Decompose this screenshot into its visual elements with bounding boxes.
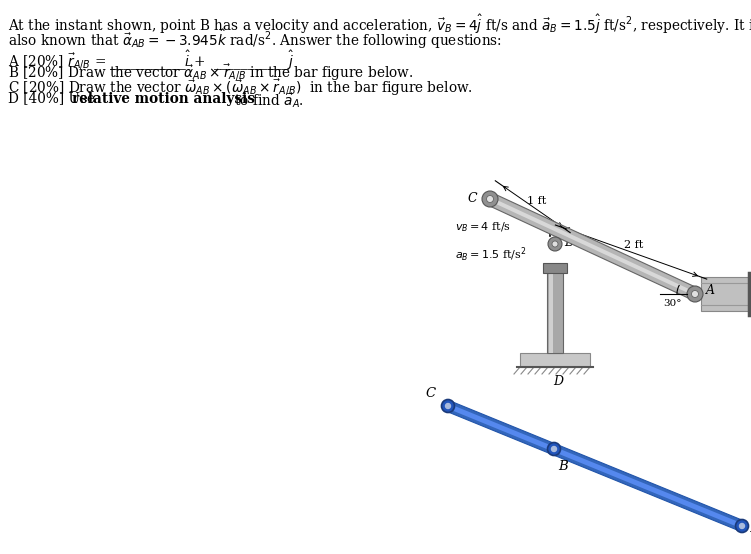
Bar — [547, 269, 563, 353]
Text: relative motion analysis: relative motion analysis — [72, 91, 255, 105]
Text: 2 ft: 2 ft — [624, 239, 644, 249]
Text: A: A — [750, 522, 751, 536]
Polygon shape — [446, 401, 744, 531]
Polygon shape — [487, 193, 698, 300]
Circle shape — [442, 399, 454, 413]
Text: C: C — [467, 192, 477, 206]
Text: to find $\vec{a}_A$.: to find $\vec{a}_A$. — [230, 91, 304, 110]
Circle shape — [548, 237, 562, 251]
Bar — [543, 263, 567, 273]
Circle shape — [692, 290, 698, 297]
Circle shape — [547, 443, 560, 455]
Text: At the instant shown, point B has a velocity and acceleration, $\vec{v}_B = 4\ha: At the instant shown, point B has a velo… — [8, 13, 751, 36]
Bar — [520, 353, 590, 367]
Circle shape — [445, 403, 451, 408]
Text: C: C — [426, 387, 436, 400]
Text: C [20%] Draw the vector $\vec{\omega}_{AB}\times(\vec{\omega}_{AB}\times\vec{r}_: C [20%] Draw the vector $\vec{\omega}_{A… — [8, 77, 473, 98]
Text: B: B — [558, 460, 568, 473]
Text: B [20%] Draw the vector $\vec{\alpha}_{AB}\times\vec{r}_{A/B}$ in the bar figure: B [20%] Draw the vector $\vec{\alpha}_{A… — [8, 63, 413, 83]
Text: B: B — [564, 235, 573, 249]
Text: $v_B = 4$ ft/s: $v_B = 4$ ft/s — [455, 220, 511, 234]
Text: D: D — [553, 375, 563, 388]
Circle shape — [735, 520, 749, 532]
Text: also known that $\vec{\alpha}_{AB} = -3.945\hat{k}$ rad/s$^2$. Answer the follow: also known that $\vec{\alpha}_{AB} = -3.… — [8, 28, 502, 51]
Text: 1 ft: 1 ft — [527, 196, 547, 206]
Circle shape — [487, 196, 493, 203]
Text: 30°: 30° — [663, 299, 681, 308]
Polygon shape — [447, 404, 743, 529]
Circle shape — [551, 447, 556, 452]
Circle shape — [482, 191, 498, 207]
Circle shape — [740, 524, 744, 529]
Text: A [20%] $\vec{r}_{A/B}$ = ___________$\hat{i}$ +  ___________$\hat{j}$: A [20%] $\vec{r}_{A/B}$ = ___________$\h… — [8, 48, 294, 72]
Text: A: A — [706, 284, 715, 296]
Bar — [701, 277, 749, 311]
Circle shape — [687, 286, 703, 302]
Text: $a_B = 1.5$ ft/s$^2$: $a_B = 1.5$ ft/s$^2$ — [455, 246, 526, 264]
Text: D [40%] Use: D [40%] Use — [8, 91, 99, 105]
Circle shape — [552, 241, 558, 247]
Polygon shape — [489, 197, 696, 296]
Bar — [549, 269, 553, 353]
